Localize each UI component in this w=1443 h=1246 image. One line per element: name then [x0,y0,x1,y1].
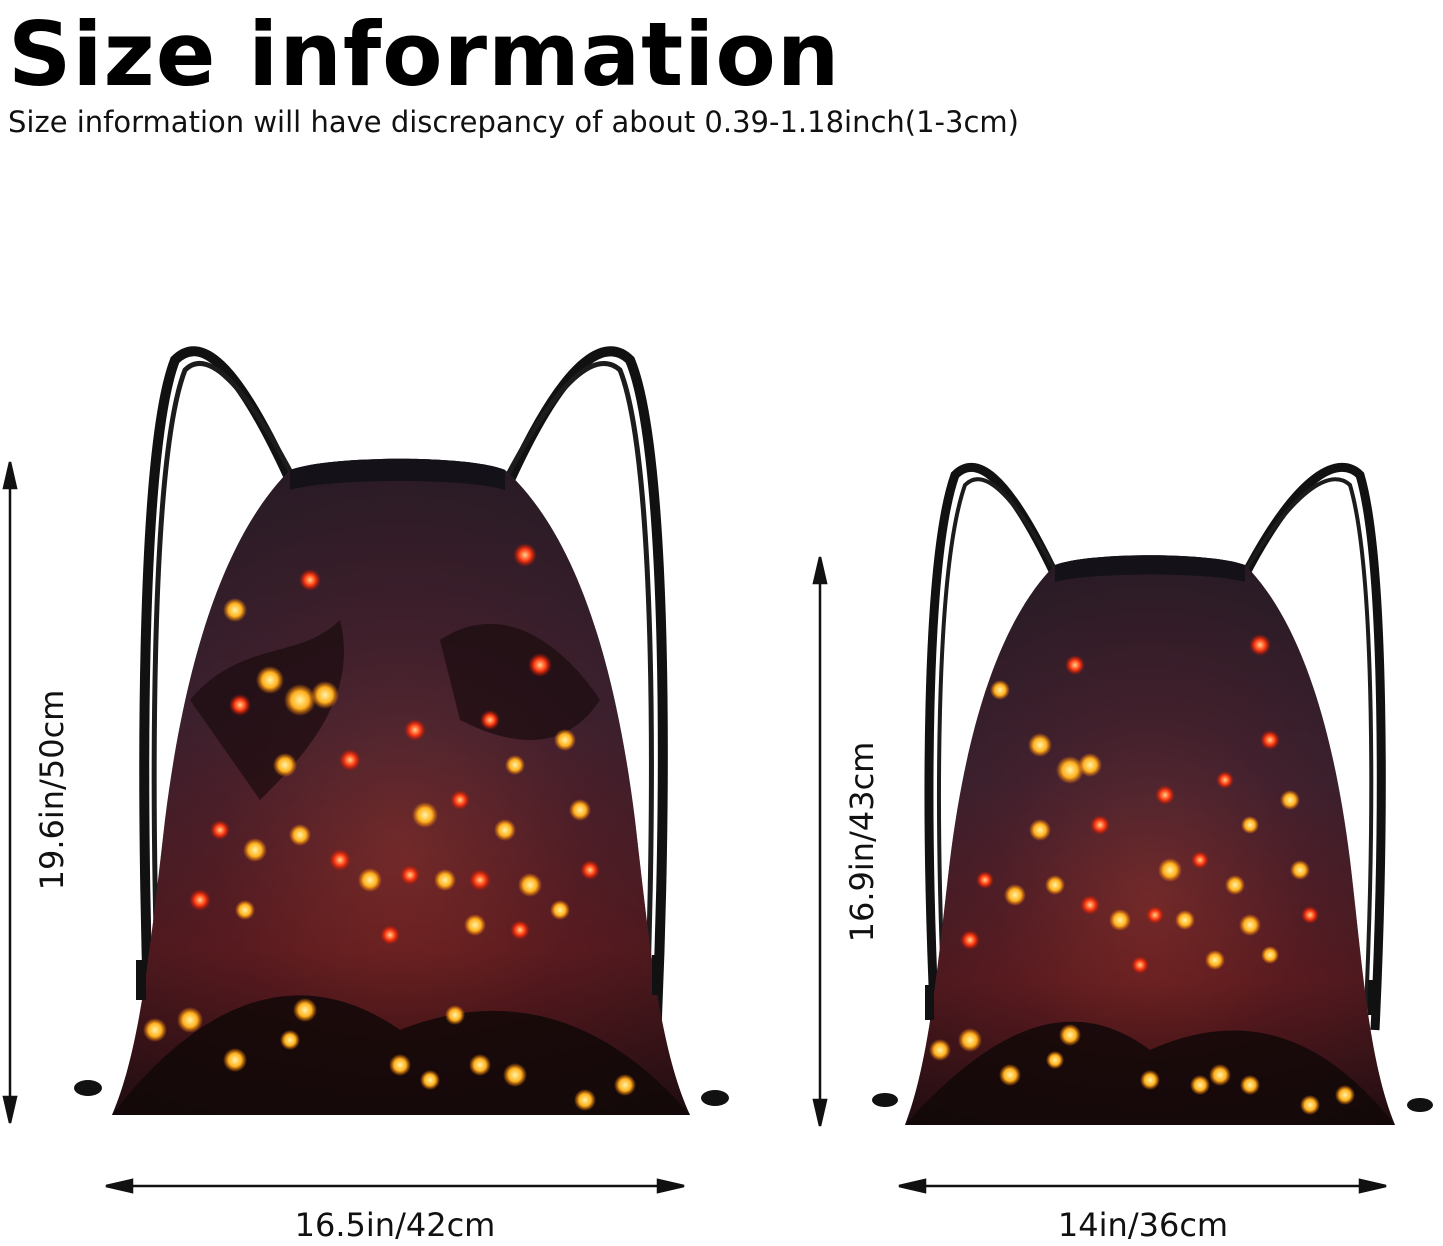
small-bag [872,463,1433,1125]
small-bag-height-label: 16.9in/43cm [843,741,881,943]
large-bag-lanterns [143,543,636,1111]
small-bag-right-cord [1241,463,1386,1031]
large-bag-width-arrow [105,1178,685,1194]
small-bag-height-arrow [812,556,828,1127]
large-bag-left-cord [139,346,295,1061]
large-bag-height-arrow [2,461,18,1124]
small-bag-width-label: 14in/36cm [1057,1206,1229,1244]
large-bag [74,346,729,1115]
size-discrepancy-note: Size information will have discrepancy o… [8,105,1019,139]
small-bag-left-cord [924,463,1060,1031]
large-bag-right-cord [505,346,668,1061]
page-title: Size information [8,3,841,106]
large-bag-width-label: 16.5in/42cm [294,1206,496,1244]
small-bag-lanterns [929,634,1355,1115]
small-bag-width-arrow [898,1178,1387,1194]
large-bag-height-label: 19.6in/50cm [33,689,71,891]
